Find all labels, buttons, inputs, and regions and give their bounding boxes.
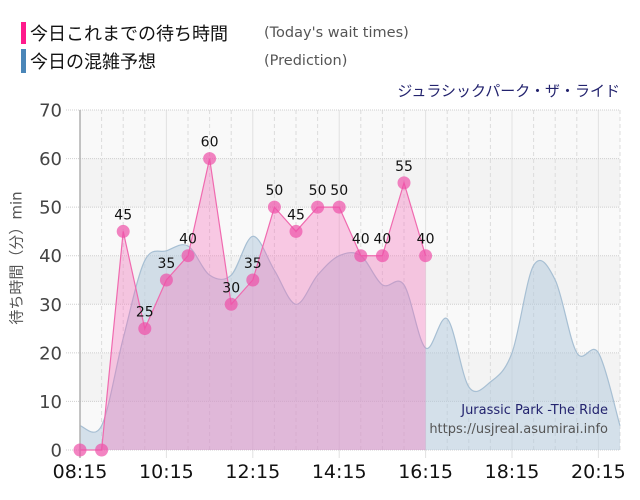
data-point-marker[interactable] bbox=[332, 200, 346, 214]
legend-label-prediction: 今日の混雑予想 bbox=[30, 52, 156, 73]
y-tick-label: 30 bbox=[39, 295, 62, 316]
data-point-marker[interactable] bbox=[267, 200, 281, 214]
data-point-marker[interactable] bbox=[95, 443, 109, 457]
y-tick-label: 40 bbox=[39, 246, 62, 267]
legend-label-today-en: (Today's wait times) bbox=[264, 25, 409, 41]
x-tick-label: 16:15 bbox=[398, 461, 453, 483]
data-label: 40 bbox=[417, 232, 435, 248]
chart-legend: 今日これまでの待ち時間 (Today's wait times) 今日の混雑予想… bbox=[21, 19, 409, 75]
data-label: 45 bbox=[114, 207, 132, 223]
data-point-marker[interactable] bbox=[246, 273, 260, 287]
data-point-marker[interactable] bbox=[159, 273, 173, 287]
x-tick-label: 08:15 bbox=[53, 461, 108, 483]
data-point-marker[interactable] bbox=[397, 176, 411, 190]
data-point-marker[interactable] bbox=[311, 200, 325, 214]
prediction-series-area bbox=[80, 236, 620, 450]
y-tick-label: 70 bbox=[39, 101, 62, 122]
y-tick-label: 50 bbox=[39, 198, 62, 219]
watermark-ride-name: Jurassic Park -The Ride bbox=[461, 403, 608, 418]
data-label: 45 bbox=[287, 207, 305, 223]
y-tick-label: 60 bbox=[39, 149, 62, 170]
today-series-area bbox=[80, 158, 426, 451]
data-point-marker[interactable] bbox=[73, 443, 87, 457]
data-point-marker[interactable] bbox=[181, 249, 195, 263]
x-tick-label: 18:15 bbox=[485, 461, 540, 483]
data-point-marker[interactable] bbox=[375, 249, 389, 263]
data-label: 35 bbox=[157, 256, 175, 272]
data-label: 35 bbox=[244, 256, 262, 272]
watermark-url: https://usjreal.asumirai.info bbox=[429, 422, 608, 437]
x-tick-label: 14:15 bbox=[312, 461, 367, 483]
chart-title: ジュラシックパーク・ザ・ライド bbox=[397, 82, 620, 100]
data-label: 25 bbox=[136, 305, 154, 321]
prediction-series-line bbox=[79, 235, 621, 433]
x-tick-label: 12:15 bbox=[225, 461, 280, 483]
data-label: 40 bbox=[179, 232, 197, 248]
data-label: 60 bbox=[201, 135, 219, 151]
plot-band bbox=[80, 110, 620, 159]
legend-label-today: 今日これまでの待ち時間 bbox=[30, 24, 228, 45]
legend-item-today[interactable]: 今日これまでの待ち時間 (Today's wait times) bbox=[21, 19, 409, 47]
legend-item-prediction[interactable]: 今日の混雑予想 (Prediction) bbox=[21, 47, 409, 75]
y-axis-label: 待ち時間（分）min bbox=[8, 191, 26, 324]
data-label: 30 bbox=[222, 280, 240, 296]
data-label: 55 bbox=[395, 159, 413, 175]
x-tick-label: 10:15 bbox=[139, 461, 194, 483]
data-label: 40 bbox=[352, 232, 370, 248]
legend-swatch-blue-icon bbox=[21, 49, 26, 73]
data-point-marker[interactable] bbox=[419, 249, 433, 263]
legend-swatch-pink-icon bbox=[21, 22, 26, 44]
data-point-marker[interactable] bbox=[116, 224, 130, 238]
data-label: 50 bbox=[309, 183, 327, 199]
y-tick-label: 20 bbox=[39, 343, 62, 364]
data-point-marker[interactable] bbox=[203, 152, 217, 166]
data-point-marker[interactable] bbox=[289, 224, 303, 238]
y-tick-label: 10 bbox=[39, 392, 62, 413]
data-point-marker[interactable] bbox=[224, 297, 238, 311]
data-point-marker[interactable] bbox=[354, 249, 368, 263]
y-tick-label: 0 bbox=[51, 441, 62, 462]
data-point-marker[interactable] bbox=[138, 322, 152, 336]
x-tick-label: 20:15 bbox=[571, 461, 626, 483]
data-label: 50 bbox=[265, 183, 283, 199]
legend-label-prediction-en: (Prediction) bbox=[264, 53, 348, 69]
data-label: 50 bbox=[330, 183, 348, 199]
plot-band bbox=[80, 158, 620, 208]
data-label: 40 bbox=[373, 232, 391, 248]
